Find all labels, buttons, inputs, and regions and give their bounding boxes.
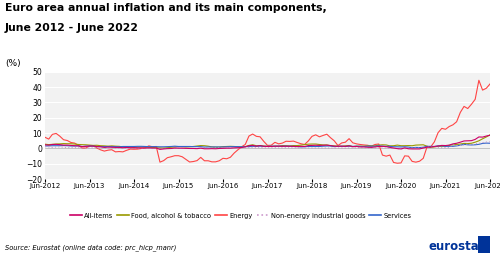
- Text: June 2012 - June 2022: June 2012 - June 2022: [5, 23, 139, 33]
- Text: Source: Eurostat (online data code: prc_hicp_manr): Source: Eurostat (online data code: prc_…: [5, 244, 176, 251]
- Text: (%): (%): [5, 59, 20, 68]
- Legend: All-items, Food, alcohol & tobacco, Energy, Non-energy industrial goods, Service: All-items, Food, alcohol & tobacco, Ener…: [70, 213, 411, 219]
- Text: Euro area annual inflation and its main components,: Euro area annual inflation and its main …: [5, 3, 327, 13]
- Text: eurostat: eurostat: [428, 240, 485, 253]
